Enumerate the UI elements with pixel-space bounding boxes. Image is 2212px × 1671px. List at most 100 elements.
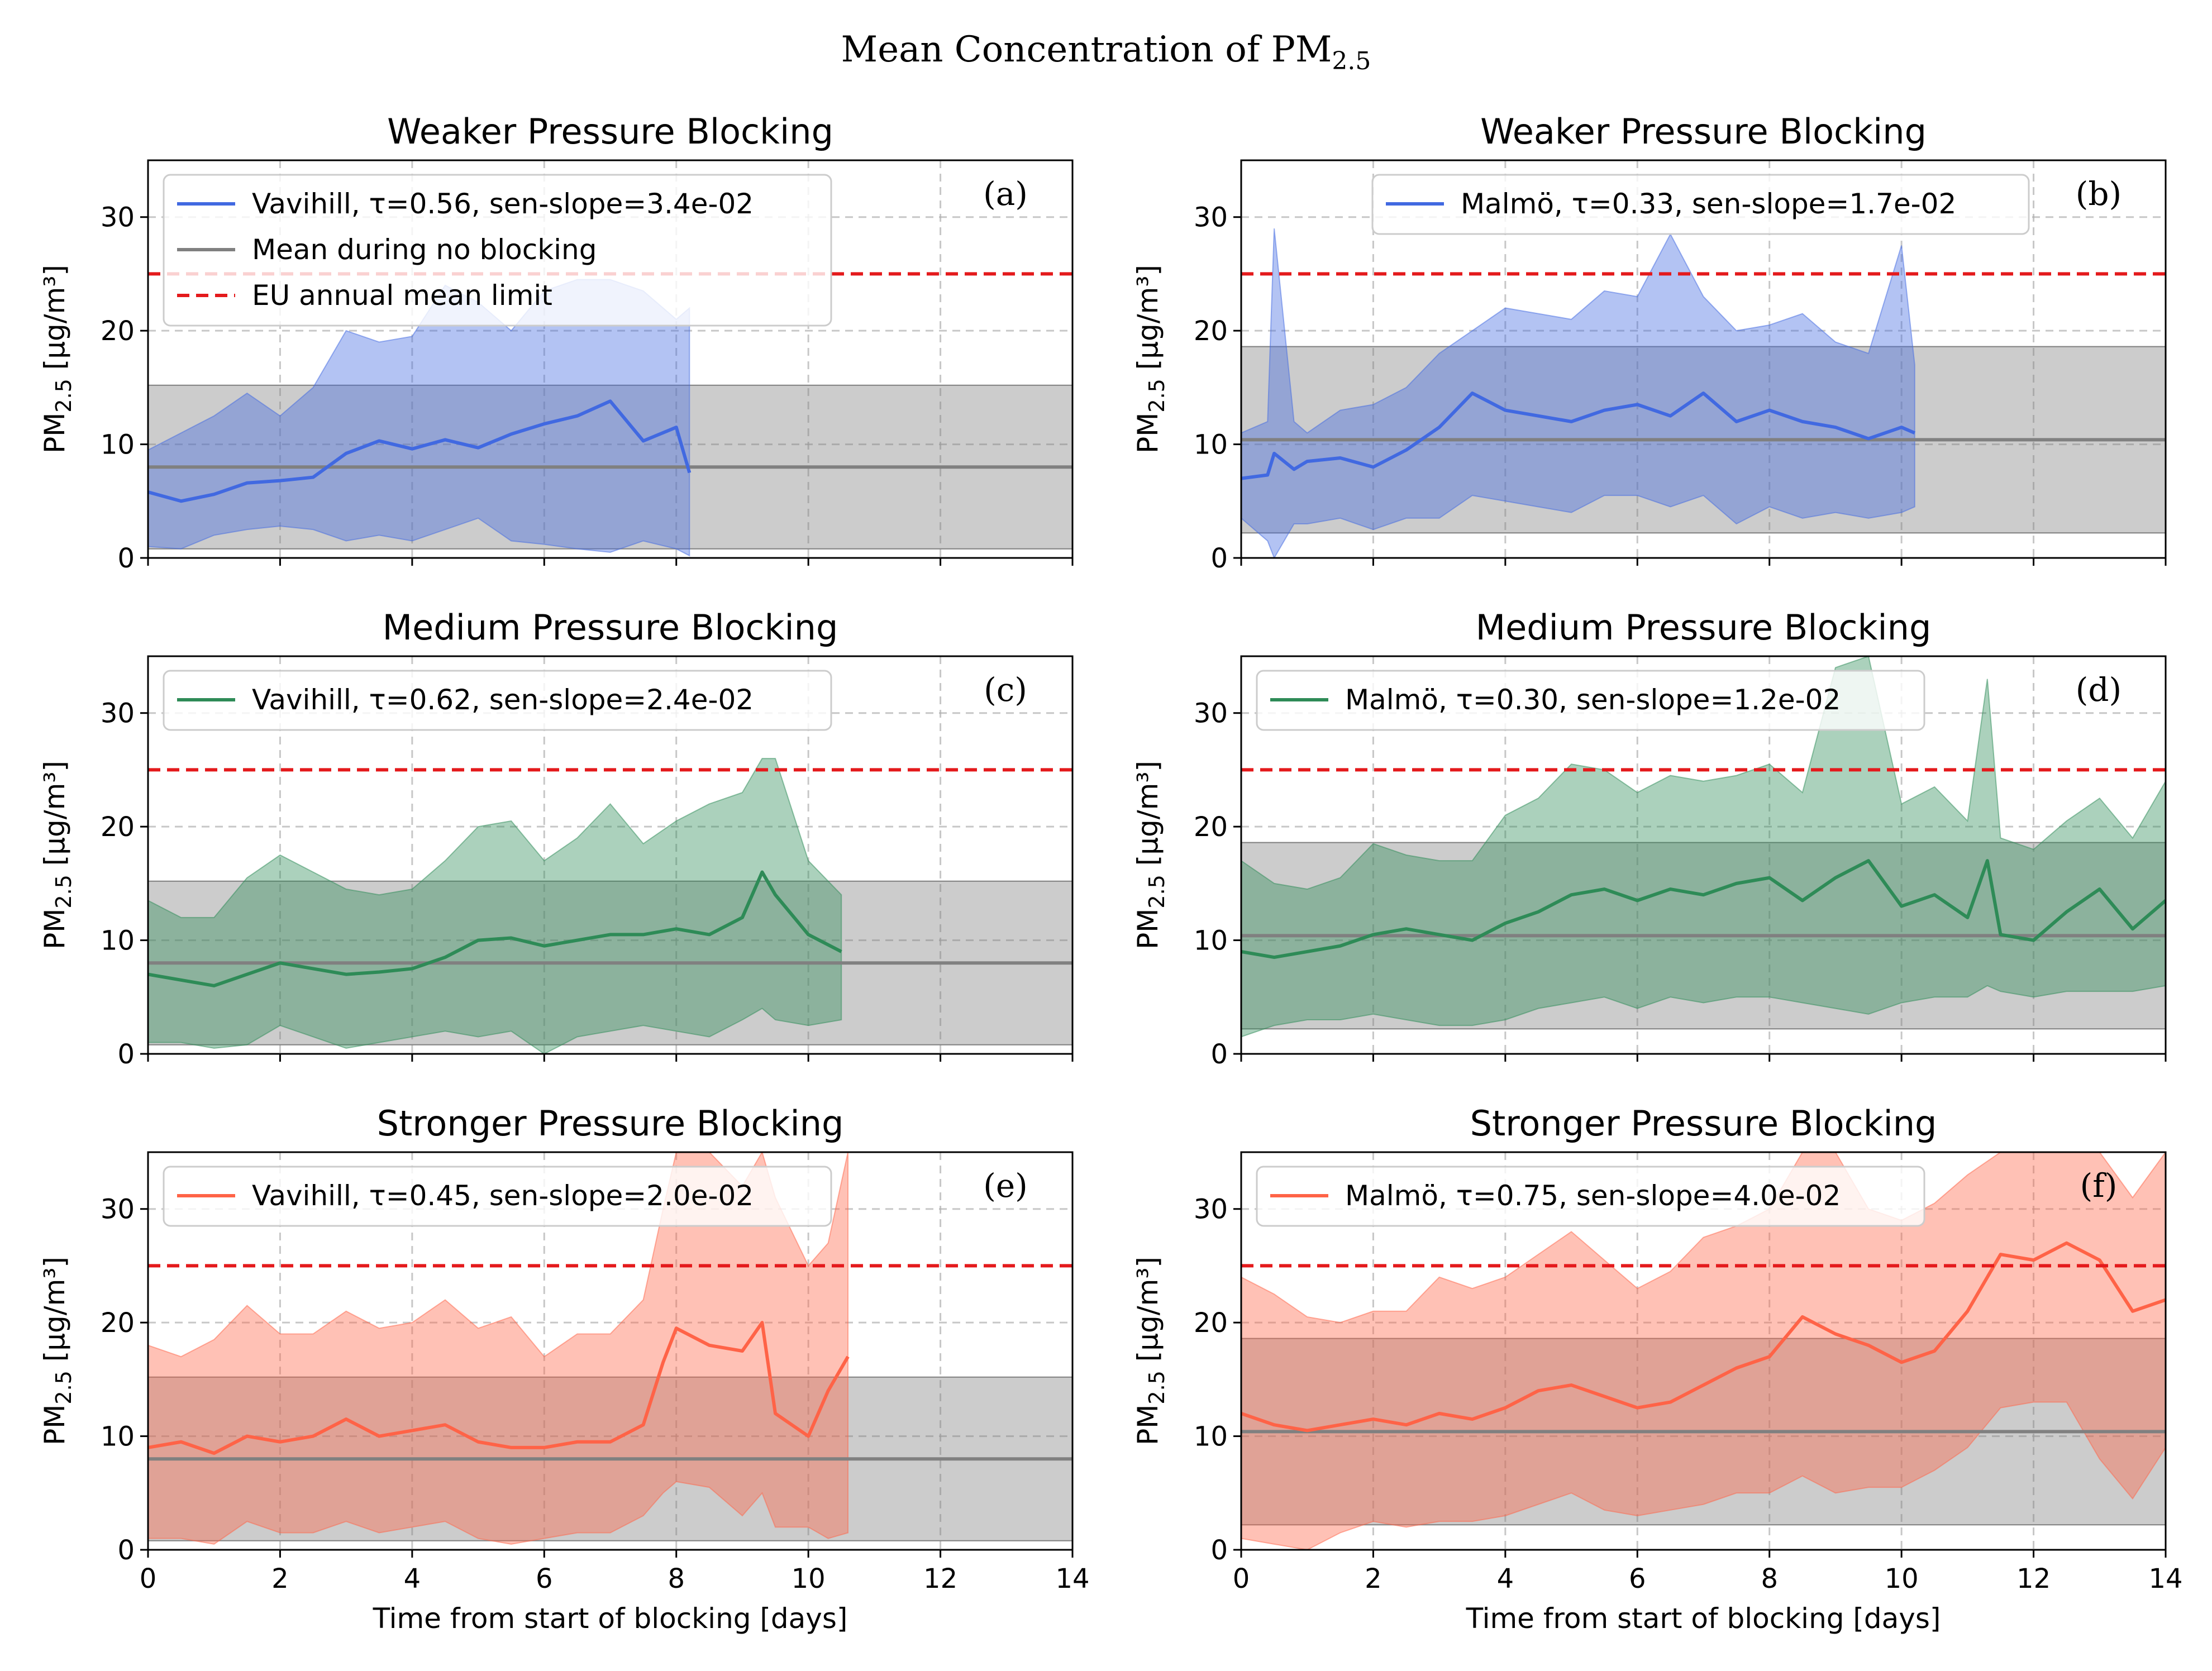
- panel-letter: (c): [984, 671, 1027, 709]
- plot-area: [1241, 1152, 2166, 1550]
- axes-frame: [147, 1151, 1074, 1551]
- plot-area: [1241, 228, 2166, 558]
- panel-letter: (b): [2076, 175, 2122, 213]
- legend-label: Malmö, τ=0.30, sen-slope=1.2e-02: [1345, 684, 1841, 716]
- y-tick-label: 20: [1194, 1307, 1228, 1339]
- x-axis-label: Time from start of blocking [days]: [373, 1602, 848, 1635]
- mean-concentration-line: [1241, 392, 1915, 480]
- x-tick-label: 2: [1365, 1563, 1382, 1594]
- panel-c: 0 10 20 30 Medium Pressure Blocking (c) PM2.5 …: [39, 607, 1074, 1070]
- y-axis-label: PM2.5 [µg/m³]: [39, 761, 76, 949]
- x-tick-label: 14: [1055, 1563, 1089, 1594]
- panel-a: 0 10 20 30 Weaker Pressure Blocking (a) PM2.5 …: [39, 111, 1074, 574]
- y-tick-label: 20: [1194, 811, 1228, 843]
- legend-label: Vavihill, τ=0.56, sen-slope=3.4e-02: [252, 188, 754, 220]
- x-tick-label: 12: [923, 1563, 957, 1594]
- legend-box: [163, 670, 832, 731]
- y-tick-label: 10: [101, 925, 135, 957]
- y-tick-label: 20: [1194, 316, 1228, 347]
- y-tick-label: 0: [117, 1039, 135, 1070]
- x-tick-label: 6: [536, 1563, 553, 1594]
- plot-area: [148, 758, 1072, 1054]
- x-axis-label: Time from start of blocking [days]: [1466, 1602, 1941, 1635]
- legend-label: Vavihill, τ=0.45, sen-slope=2.0e-02: [252, 1180, 754, 1212]
- panel-title: Stronger Pressure Blocking: [1470, 1103, 1937, 1144]
- legend-label: Mean during no blocking: [252, 233, 597, 266]
- legend-box: [1256, 670, 1925, 731]
- variability-band: [148, 758, 842, 1054]
- x-tick-label: 4: [404, 1563, 421, 1594]
- legend-label: Malmö, τ=0.75, sen-slope=4.0e-02: [1345, 1180, 1841, 1212]
- panel-letter: (f): [2080, 1167, 2118, 1205]
- figure-title-subscript: 2.5: [1332, 47, 1371, 75]
- legend: Malmö, τ=0.33, sen-slope=1.7e-02: [1371, 174, 2030, 235]
- axes-frame: [1240, 655, 2167, 1055]
- x-tick-label: 14: [2148, 1563, 2182, 1594]
- figure-title: Mean Concentration of PM2.5: [841, 29, 1371, 75]
- x-tick-label: 10: [792, 1563, 826, 1594]
- axes-frame: [1240, 159, 2167, 559]
- legend-box: [163, 174, 832, 327]
- legend: Malmö, τ=0.30, sen-slope=1.2e-02: [1256, 670, 1925, 731]
- x-tick-label: 8: [1761, 1563, 1778, 1594]
- legend: Vavihill, τ=0.62, sen-slope=2.4e-02: [163, 670, 832, 731]
- y-tick-label: 30: [1194, 1194, 1228, 1225]
- x-tick-label: 6: [1629, 1563, 1646, 1594]
- plot-area: [1241, 656, 2166, 1038]
- x-tick-label: 2: [271, 1563, 289, 1594]
- y-tick-label: 20: [101, 1307, 135, 1339]
- y-axis-label: PM2.5 [µg/m³]: [1132, 761, 1169, 949]
- y-tick-label: 30: [101, 202, 135, 233]
- y-tick-label: 0: [1210, 543, 1228, 574]
- panel-title: Medium Pressure Blocking: [1476, 607, 1932, 648]
- x-tick-label: 0: [140, 1563, 157, 1594]
- y-tick-label: 30: [1194, 698, 1228, 729]
- y-tick-label: 0: [1210, 1039, 1228, 1070]
- panel-title: Stronger Pressure Blocking: [377, 1103, 844, 1144]
- x-tick-label: 8: [668, 1563, 685, 1594]
- y-axis-label: PM2.5 [µg/m³]: [39, 1257, 76, 1445]
- panel-b: 0 10 20 30 Weaker Pressure Blocking (b) PM2.5 …: [1132, 111, 2167, 574]
- legend: Malmö, τ=0.75, sen-slope=4.0e-02: [1256, 1166, 1925, 1227]
- variability-band: [1241, 1152, 2166, 1550]
- x-tick-label: 12: [2016, 1563, 2051, 1594]
- panel-letter: (d): [2076, 671, 2122, 709]
- y-tick-label: 10: [1194, 429, 1228, 461]
- plot-area: [148, 1152, 1072, 1545]
- panel-title: Medium Pressure Blocking: [383, 607, 838, 648]
- y-tick-label: 10: [1194, 925, 1228, 957]
- variability-band: [1241, 228, 1915, 558]
- axes-frame: [147, 655, 1074, 1055]
- legend-label: Vavihill, τ=0.62, sen-slope=2.4e-02: [252, 684, 754, 716]
- y-tick-label: 30: [101, 698, 135, 729]
- y-axis-label: PM2.5 [µg/m³]: [1132, 265, 1169, 453]
- legend-label: Malmö, τ=0.33, sen-slope=1.7e-02: [1461, 188, 1956, 220]
- variability-band: [148, 1152, 849, 1545]
- y-tick-label: 10: [1194, 1421, 1228, 1453]
- y-tick-label: 0: [117, 543, 135, 574]
- y-tick-label: 0: [1210, 1535, 1228, 1566]
- variability-band: [148, 279, 690, 557]
- legend-box: [1256, 1166, 1925, 1227]
- y-tick-label: 10: [101, 1421, 135, 1453]
- legend-label: EU annual mean limit: [252, 279, 552, 312]
- panel-d: 0 10 20 30 Medium Pressure Blocking (d) PM2.5 …: [1132, 607, 2167, 1070]
- y-tick-label: 30: [1194, 202, 1228, 233]
- y-axis-label: PM2.5 [µg/m³]: [39, 265, 76, 453]
- plot-area: [148, 272, 1072, 557]
- axes-frame: [147, 159, 1074, 559]
- panel-f: 0 2 4 6 8 10 12 14 0 10 20 30 Stronger Pressure Bloc…: [1132, 1103, 2183, 1635]
- x-tick-label: 10: [1885, 1563, 1919, 1594]
- panel-e: 0 2 4 6 8 10 12 14 0 10 20 30 Stronger Pressure Bloc…: [39, 1103, 1090, 1635]
- y-tick-label: 20: [101, 811, 135, 843]
- mean-concentration-line: [1241, 859, 2166, 959]
- x-tick-label: 0: [1233, 1563, 1250, 1594]
- panel-letter: (e): [983, 1167, 1028, 1205]
- legend: Vavihill, τ=0.56, sen-slope=3.4e-02 Mean …: [163, 174, 832, 327]
- y-axis-label: PM2.5 [µg/m³]: [1132, 1257, 1169, 1445]
- panel-title: Weaker Pressure Blocking: [1480, 111, 1927, 152]
- legend-box: [1371, 174, 2030, 235]
- y-tick-label: 30: [101, 1194, 135, 1225]
